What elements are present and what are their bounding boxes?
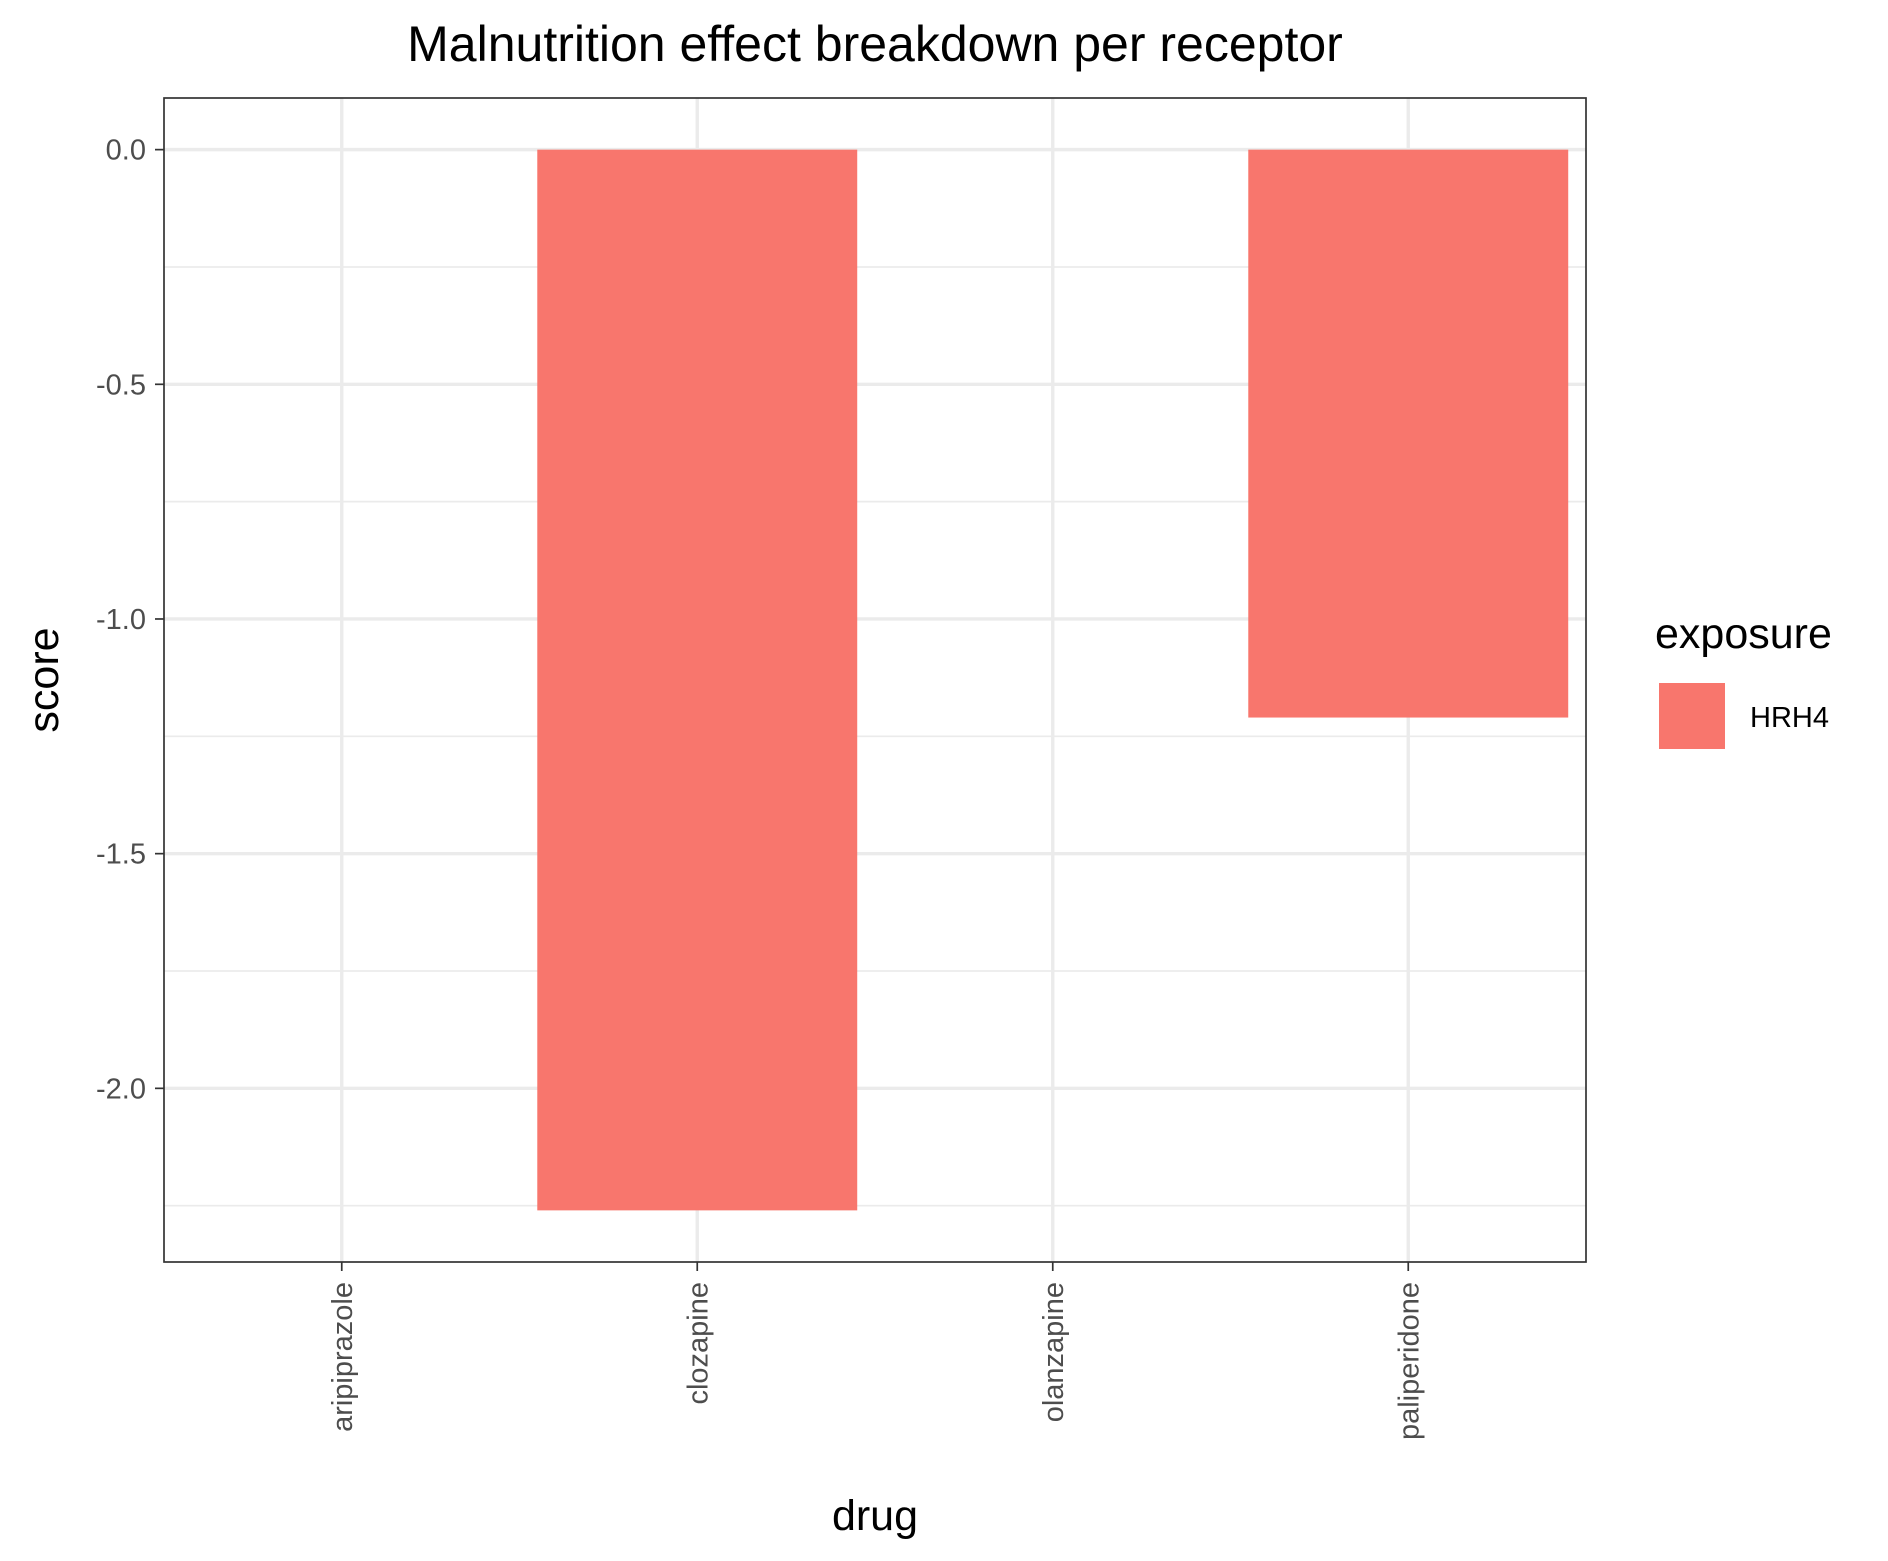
x-tick-label: olanzapine bbox=[1038, 1282, 1070, 1422]
y-tick-label: 0.0 bbox=[106, 135, 146, 167]
plot-panel-border bbox=[163, 97, 1587, 1263]
bar bbox=[1248, 149, 1569, 718]
y-tick-label: -0.5 bbox=[96, 369, 146, 401]
legend: exposure HRH4 bbox=[1655, 610, 1832, 749]
x-axis: aripiprazole clozapine olanzapine paliperid… bbox=[327, 1262, 1425, 1440]
x-tick-label: paliperidone bbox=[1393, 1282, 1425, 1440]
y-tick-label: -1.5 bbox=[96, 839, 146, 871]
x-axis-title: drug bbox=[832, 1492, 918, 1540]
legend-items: HRH4 bbox=[1659, 683, 1829, 749]
legend-label: HRH4 bbox=[1750, 702, 1829, 734]
y-tick-label: -1.0 bbox=[96, 604, 146, 636]
y-axis-title: score bbox=[20, 627, 68, 732]
y-axis: 0.0 -0.5 -1.0 -1.5 -2.0 bbox=[96, 135, 164, 1105]
bar bbox=[537, 149, 858, 1211]
chart-title: Malnutrition effect breakdown per recept… bbox=[407, 16, 1343, 72]
legend-key bbox=[1659, 683, 1725, 749]
y-tick-label: -2.0 bbox=[96, 1073, 146, 1105]
legend-title: exposure bbox=[1655, 610, 1832, 658]
x-tick-label: aripiprazole bbox=[327, 1282, 359, 1432]
bars-layer bbox=[537, 149, 1569, 1211]
x-tick-label: clozapine bbox=[682, 1282, 714, 1405]
